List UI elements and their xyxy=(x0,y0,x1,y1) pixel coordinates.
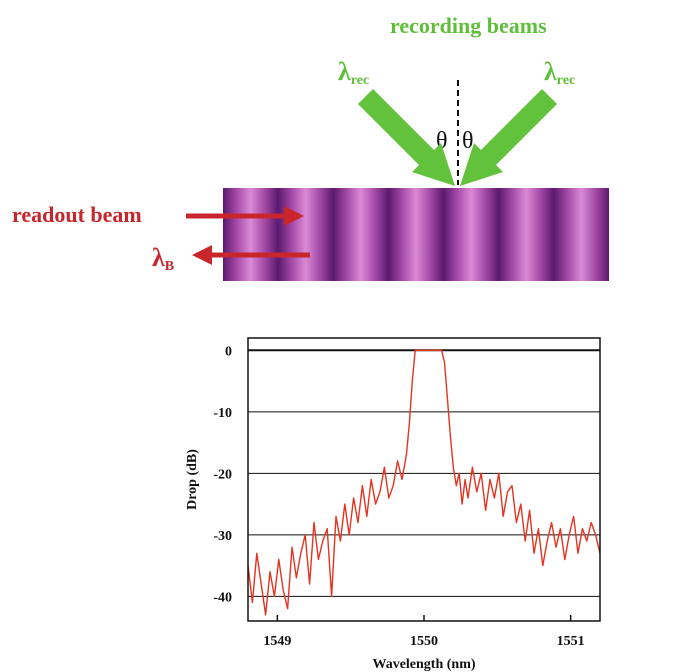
lambda-b-label: λB xyxy=(152,243,174,274)
recording-beam-left-arrow xyxy=(358,89,455,186)
grating-slab xyxy=(223,188,609,281)
y-tick-label: -30 xyxy=(213,529,232,544)
y-tick-label: -40 xyxy=(213,590,232,605)
x-tick-label: 1551 xyxy=(557,634,585,649)
y-tick-label: -20 xyxy=(213,467,232,482)
spectrum-chart: 0 -10 -20 -30 -40 1549 1550 1551 Drop (dB) Wav… xyxy=(185,337,601,672)
y-axis-label: Drop (dB) xyxy=(185,449,200,510)
x-tick-label: 1550 xyxy=(410,634,438,649)
theta-right-label: θ xyxy=(462,128,474,154)
y-tick-label: -10 xyxy=(213,406,232,421)
theta-left-label: θ xyxy=(436,128,448,154)
x-axis-label: Wavelength (nm) xyxy=(372,657,475,672)
readout-beam-label: readout beam xyxy=(12,202,142,227)
x-tick-label: 1549 xyxy=(263,634,291,649)
plot-frame xyxy=(247,337,601,622)
recording-beam-right-arrow xyxy=(460,89,557,186)
y-tick-labels: 0 -10 -20 -30 -40 xyxy=(213,344,232,605)
diagram: recording beams λrec λrec θ θ readout be… xyxy=(12,13,609,281)
grid-lines xyxy=(248,349,600,597)
y-tick-label: 0 xyxy=(225,344,232,359)
lambda-rec-right-label: λrec xyxy=(544,57,575,88)
spectrum-series-line xyxy=(247,349,601,616)
recording-beams-title: recording beams xyxy=(390,13,547,38)
x-tick-labels: 1549 1550 1551 xyxy=(263,615,585,649)
lambda-rec-left-label: λrec xyxy=(338,57,369,88)
